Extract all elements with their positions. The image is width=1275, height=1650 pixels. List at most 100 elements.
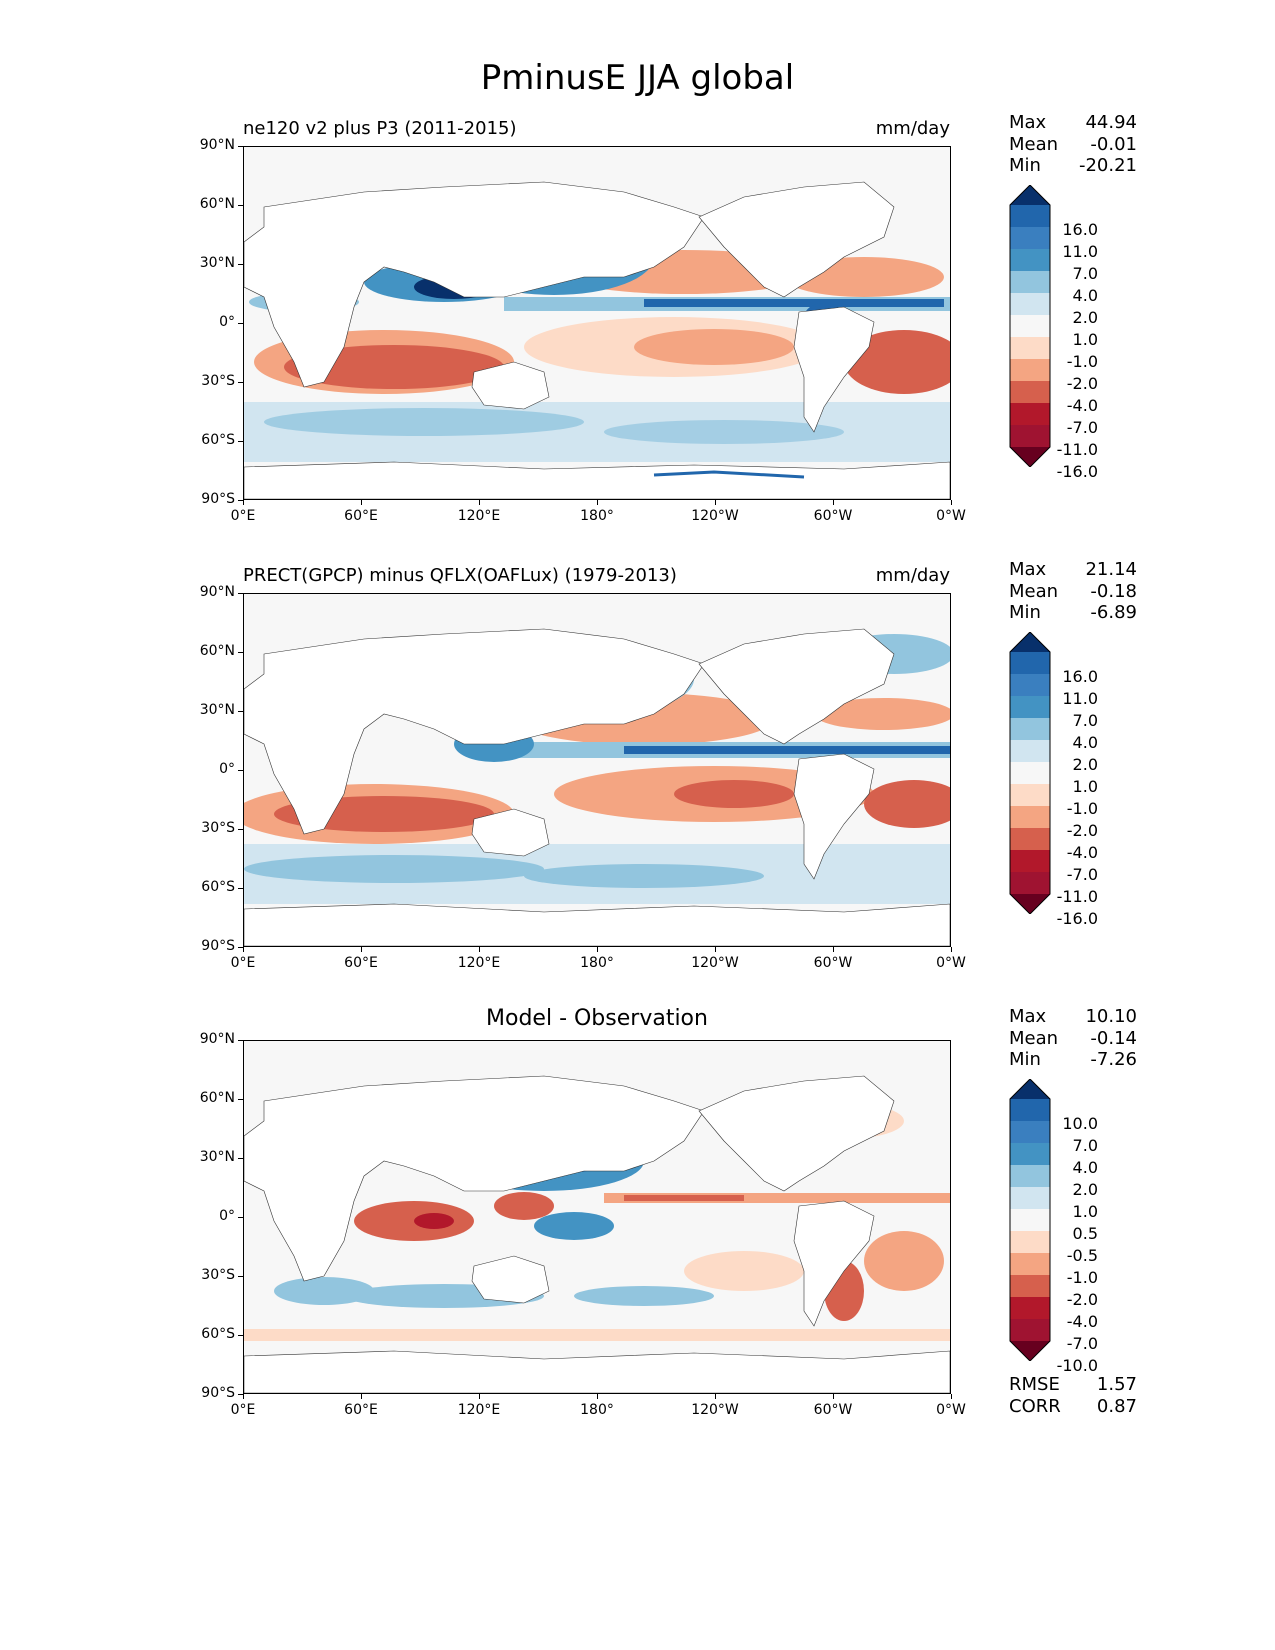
- stat-max: 10.10: [1085, 1006, 1137, 1027]
- stat-min: -7.26: [1090, 1049, 1137, 1070]
- stat-max-label: Max: [1009, 112, 1047, 133]
- rmse-value: 1.57: [1096, 1374, 1137, 1395]
- x-tick-label: 60°E: [344, 1402, 378, 1418]
- colorbar-level-label: 1.0: [1072, 330, 1098, 349]
- colorbar-level-label: 7.0: [1072, 1136, 1098, 1155]
- x-tick-label: 60°E: [344, 955, 378, 971]
- x-tick-label: 0°E: [230, 955, 256, 971]
- colorbar: [1009, 185, 1051, 467]
- colorbar-level-label: -16.0: [1056, 909, 1098, 928]
- map-observation-field: [244, 594, 950, 946]
- colorbar-level-label: 16.0: [1062, 667, 1098, 686]
- colorbar-level-label: 7.0: [1072, 264, 1098, 283]
- stat-min: -6.89: [1090, 602, 1137, 623]
- y-tick-label: 30°N: [199, 702, 235, 718]
- y-tick-label: 90°S: [201, 938, 235, 954]
- y-tick-label: 90°N: [199, 584, 235, 600]
- x-tick-label: 60°E: [344, 508, 378, 524]
- panel-stats: Max 10.10 Mean -0.14 Min -7.26: [1009, 1006, 1137, 1071]
- colorbar-segment: [1010, 740, 1050, 763]
- colorbar-segment: [1010, 850, 1050, 873]
- x-tick-mark: [479, 500, 480, 505]
- x-tick-mark: [597, 947, 598, 952]
- x-tick-mark: [243, 1394, 244, 1399]
- colorbar-extend-bottom: [1010, 894, 1050, 914]
- colorbar-level-label: 2.0: [1072, 755, 1098, 774]
- y-tick-label: 30°N: [199, 255, 235, 271]
- x-tick-label: 60°W: [813, 508, 853, 524]
- map-difference: [243, 1040, 951, 1394]
- colorbar-segment: [1010, 205, 1050, 228]
- colorbar: [1009, 632, 1051, 914]
- colorbar-level-label: -11.0: [1056, 887, 1098, 906]
- colorbar-level-label: -1.0: [1066, 352, 1098, 371]
- y-tick-mark: [238, 829, 243, 830]
- x-tick-label: 120°W: [691, 508, 739, 524]
- x-tick-label: 180°: [580, 508, 614, 524]
- y-tick-label: 0°: [219, 1208, 235, 1224]
- colorbar-segment: [1010, 806, 1050, 829]
- x-tick-mark: [951, 500, 952, 505]
- colorbar-level-label: 1.0: [1072, 1202, 1098, 1221]
- y-tick-mark: [238, 323, 243, 324]
- colorbar-segment: [1010, 425, 1050, 448]
- stat-mean-label: Mean: [1009, 1027, 1059, 1049]
- colorbar-segment: [1010, 718, 1050, 741]
- y-tick-label: 30°S: [201, 373, 235, 389]
- x-tick-mark: [833, 1394, 834, 1399]
- x-tick-label: 180°: [580, 1402, 614, 1418]
- y-tick-mark: [238, 500, 243, 501]
- stat-mean: -0.18: [1090, 580, 1137, 602]
- colorbar-segment: [1010, 359, 1050, 382]
- colorbar-extend-bottom: [1010, 447, 1050, 467]
- colorbar-segment: [1010, 1319, 1050, 1342]
- map-model: [243, 146, 951, 500]
- colorbar-extend-top: [1010, 1079, 1050, 1099]
- y-tick-mark: [238, 770, 243, 771]
- y-tick-mark: [238, 1394, 243, 1395]
- x-tick-mark: [243, 500, 244, 505]
- colorbar-level-label: 10.0: [1062, 1114, 1098, 1133]
- map-difference-field: [244, 1041, 950, 1393]
- colorbar-segment: [1010, 1121, 1050, 1144]
- colorbar-level-label: -16.0: [1056, 462, 1098, 481]
- stat-mean: -0.14: [1090, 1027, 1137, 1049]
- colorbar-level-label: -0.5: [1066, 1246, 1098, 1265]
- y-tick-mark: [238, 888, 243, 889]
- colorbar-level-label: 11.0: [1062, 242, 1098, 261]
- stat-max: 44.94: [1085, 112, 1137, 133]
- panel-unit: mm/day: [875, 565, 950, 586]
- x-tick-label: 60°W: [813, 955, 853, 971]
- y-tick-mark: [238, 441, 243, 442]
- colorbar-segment: [1010, 1165, 1050, 1188]
- x-tick-mark: [597, 500, 598, 505]
- colorbar-segment: [1010, 652, 1050, 675]
- corr-label: CORR: [1009, 1395, 1061, 1417]
- y-tick-label: 0°: [219, 314, 235, 330]
- y-tick-mark: [238, 947, 243, 948]
- x-tick-mark: [715, 500, 716, 505]
- colorbar-segment: [1010, 381, 1050, 404]
- colorbar-segment: [1010, 696, 1050, 719]
- y-tick-label: 60°N: [199, 196, 235, 212]
- y-tick-mark: [238, 146, 243, 147]
- y-tick-mark: [238, 264, 243, 265]
- y-tick-mark: [238, 1276, 243, 1277]
- colorbar-level-label: 11.0: [1062, 689, 1098, 708]
- rmse-label: RMSE: [1009, 1374, 1060, 1395]
- panel-center-title: Model - Observation: [486, 1006, 708, 1031]
- y-tick-label: 60°S: [201, 879, 235, 895]
- colorbar-segment: [1010, 249, 1050, 272]
- colorbar-segment: [1010, 784, 1050, 807]
- panel-unit: mm/day: [875, 118, 950, 139]
- y-tick-label: 90°N: [199, 137, 235, 153]
- colorbar-segment: [1010, 674, 1050, 697]
- colorbar-segment: [1010, 1099, 1050, 1122]
- map-model-field: [244, 147, 950, 499]
- panel-metrics: RMSE 1.57 CORR 0.87: [1009, 1374, 1137, 1417]
- panel-left-title: PRECT(GPCP) minus QFLX(OAFLux) (1979-201…: [243, 565, 677, 586]
- colorbar-segment: [1010, 1253, 1050, 1276]
- stat-min-label: Min: [1009, 1049, 1041, 1070]
- y-tick-label: 30°S: [201, 1267, 235, 1283]
- colorbar-segment: [1010, 1209, 1050, 1232]
